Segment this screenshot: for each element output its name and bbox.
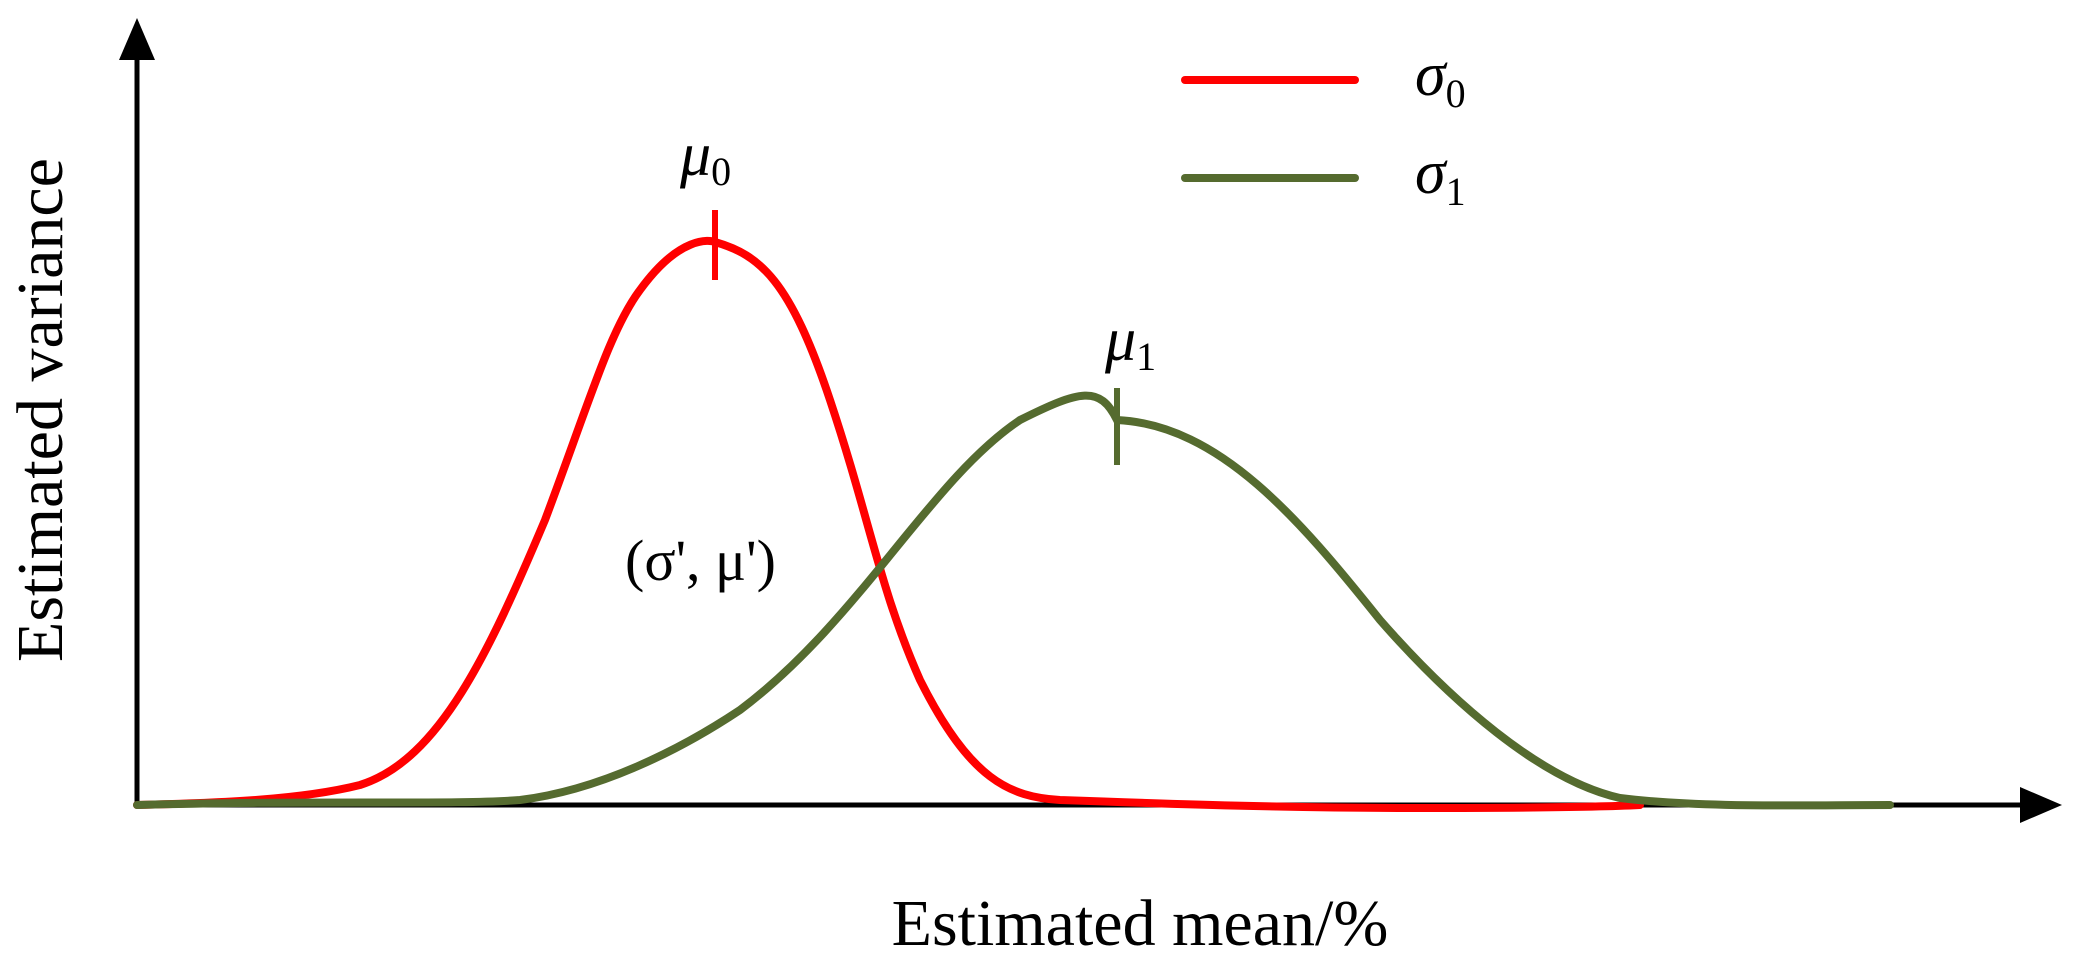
mu0-label: μ0 [679,121,731,194]
legend-label-sigma0: σ0 [1415,41,1466,116]
y-axis-label: Estimated variance [4,158,77,662]
x-axis-label: Estimated mean/% [892,887,1389,960]
legend: σ0 σ1 [1181,41,1466,214]
y-axis-arrowhead [119,18,155,60]
intersection-label: (σ', μ') [625,528,776,593]
sigma1-curve [133,391,1894,810]
sigma0-curve [133,236,1644,813]
x-axis-arrowhead [2020,787,2062,823]
legend-label-sigma1: σ1 [1415,139,1466,214]
mu1-label: μ1 [1104,306,1156,379]
